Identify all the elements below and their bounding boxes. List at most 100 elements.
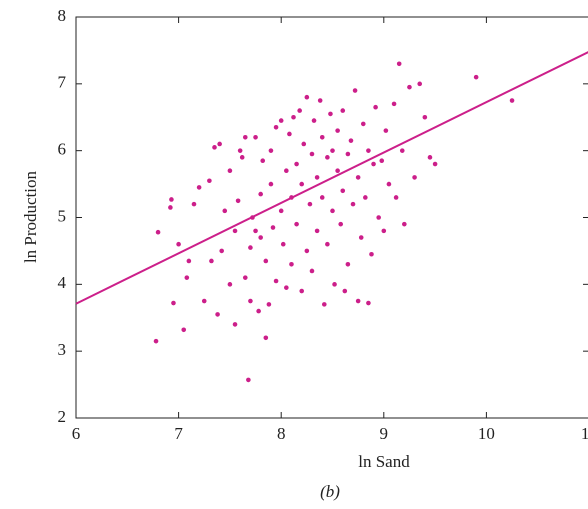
point bbox=[311, 118, 317, 123]
point bbox=[263, 335, 269, 341]
point bbox=[246, 377, 251, 383]
point bbox=[235, 198, 241, 204]
x-tick-label: 7 bbox=[174, 424, 183, 443]
point bbox=[219, 248, 224, 254]
point bbox=[222, 208, 228, 214]
point bbox=[325, 155, 330, 160]
point bbox=[325, 241, 330, 247]
point bbox=[291, 114, 296, 120]
point bbox=[350, 201, 356, 207]
point bbox=[379, 158, 385, 163]
point bbox=[321, 302, 327, 307]
point bbox=[299, 288, 305, 294]
point bbox=[176, 241, 181, 247]
point bbox=[340, 188, 346, 194]
point bbox=[407, 84, 412, 90]
point bbox=[232, 228, 238, 234]
point bbox=[260, 158, 266, 163]
point bbox=[355, 298, 361, 304]
point bbox=[215, 312, 220, 317]
point bbox=[363, 195, 368, 200]
point bbox=[248, 298, 253, 304]
point bbox=[232, 322, 238, 327]
point bbox=[278, 208, 284, 214]
point bbox=[266, 302, 272, 307]
plot-frame bbox=[75, 16, 588, 419]
point bbox=[301, 141, 307, 147]
point bbox=[196, 185, 202, 190]
point bbox=[242, 275, 248, 280]
x-tick-label: 8 bbox=[277, 424, 286, 443]
point bbox=[268, 148, 274, 153]
point bbox=[186, 258, 192, 264]
point bbox=[391, 101, 397, 107]
x-axis-label: ln Sand bbox=[358, 452, 410, 471]
point bbox=[417, 81, 423, 87]
point bbox=[432, 161, 438, 167]
point bbox=[373, 104, 378, 110]
point bbox=[239, 155, 245, 160]
y-tick-label: 4 bbox=[58, 273, 67, 292]
point bbox=[253, 135, 258, 140]
point bbox=[335, 128, 340, 133]
point bbox=[253, 228, 258, 234]
point bbox=[268, 181, 274, 187]
point bbox=[168, 205, 173, 210]
point bbox=[304, 94, 310, 100]
point bbox=[348, 138, 354, 143]
point bbox=[294, 221, 299, 227]
point bbox=[273, 124, 279, 130]
point bbox=[309, 268, 315, 274]
point bbox=[330, 148, 335, 153]
point bbox=[402, 221, 407, 227]
point bbox=[284, 285, 289, 290]
point bbox=[256, 308, 261, 314]
point bbox=[345, 151, 351, 157]
point bbox=[358, 235, 364, 240]
point bbox=[345, 261, 351, 267]
y-tick-label: 6 bbox=[58, 140, 67, 159]
y-tick-label: 7 bbox=[58, 73, 67, 92]
point bbox=[386, 181, 392, 187]
point bbox=[217, 141, 222, 147]
point bbox=[314, 175, 320, 180]
y-axis-label: ln Production bbox=[21, 170, 40, 263]
point bbox=[169, 197, 174, 202]
point bbox=[314, 228, 320, 234]
point bbox=[355, 175, 361, 180]
point bbox=[212, 145, 217, 150]
point bbox=[304, 248, 310, 254]
point bbox=[227, 282, 233, 287]
point bbox=[427, 155, 433, 160]
point bbox=[422, 114, 428, 120]
point bbox=[360, 121, 366, 127]
point bbox=[319, 195, 325, 200]
x-tick-label: 9 bbox=[380, 424, 389, 443]
fit-line bbox=[75, 51, 588, 305]
point bbox=[209, 258, 214, 264]
x-tick-label: 11 bbox=[581, 424, 588, 443]
point bbox=[319, 135, 325, 140]
point bbox=[396, 61, 402, 67]
x-tick-label: 10 bbox=[478, 424, 495, 443]
point bbox=[328, 111, 333, 117]
point bbox=[342, 288, 348, 294]
point bbox=[376, 215, 381, 220]
point bbox=[332, 282, 337, 287]
point bbox=[289, 261, 294, 267]
point bbox=[307, 201, 313, 207]
point bbox=[280, 241, 286, 247]
point bbox=[273, 278, 279, 284]
point bbox=[153, 338, 159, 344]
point bbox=[299, 181, 305, 187]
x-tick-label: 6 bbox=[72, 424, 81, 443]
point bbox=[371, 161, 376, 167]
point bbox=[335, 168, 340, 174]
point bbox=[338, 221, 344, 227]
point bbox=[366, 300, 371, 306]
point bbox=[191, 201, 197, 207]
point bbox=[287, 131, 292, 137]
point bbox=[381, 228, 387, 234]
point bbox=[242, 135, 248, 140]
